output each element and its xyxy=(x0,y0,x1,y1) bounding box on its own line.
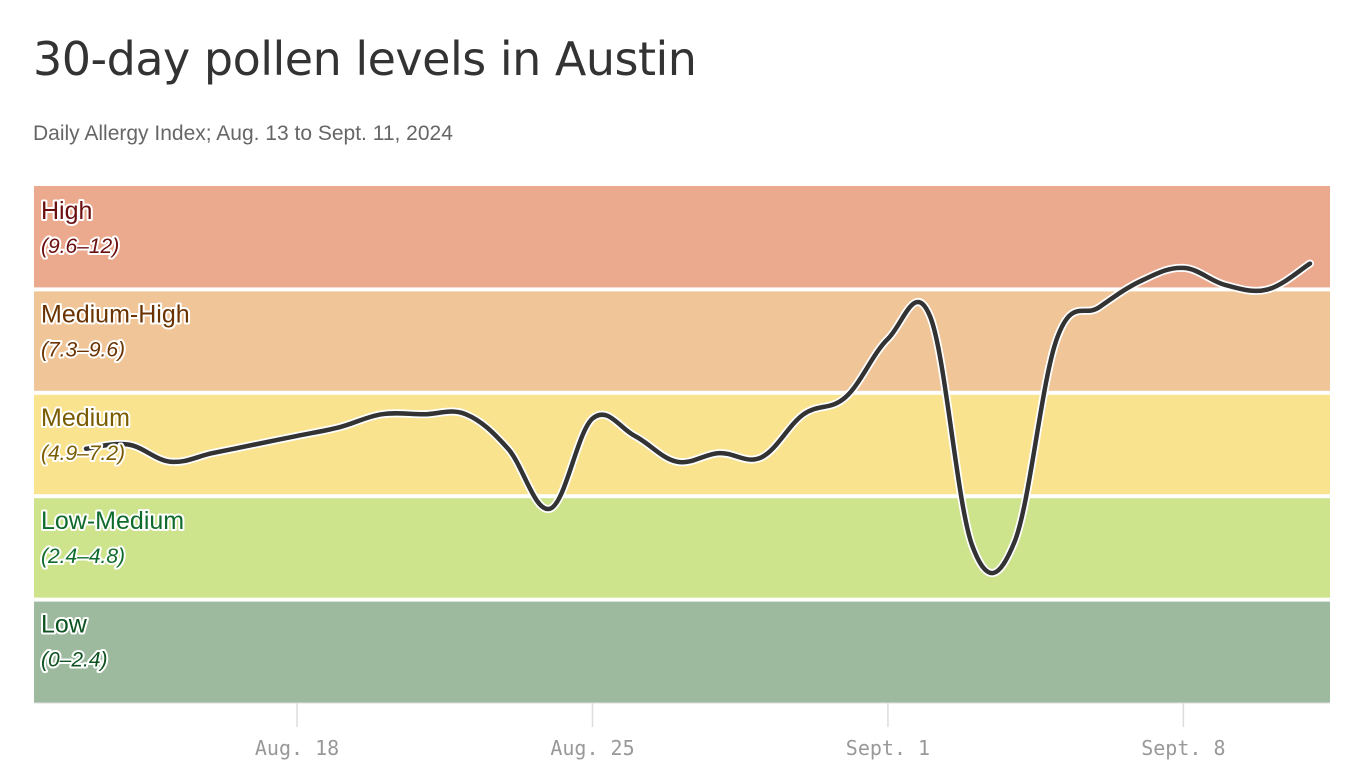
data-point-2024-09-11 xyxy=(1308,261,1312,265)
data-point-2024-08-15 xyxy=(168,460,172,464)
data-point-2024-09-07 xyxy=(1139,279,1143,283)
band-label-medium-high: Medium-High xyxy=(41,300,190,328)
band-range-high: (9.6–12) xyxy=(41,235,119,258)
data-point-2024-09-08 xyxy=(1181,266,1185,270)
data-point-2024-08-28 xyxy=(717,451,721,455)
data-point-2024-08-26 xyxy=(632,434,636,438)
index-bands xyxy=(34,186,1330,703)
data-point-2024-08-27 xyxy=(675,460,679,464)
data-point-2024-09-10 xyxy=(1266,287,1270,291)
band-label-low: Low xyxy=(41,611,88,639)
band-range-low-medium: (2.4–4.8) xyxy=(41,545,125,568)
data-point-2024-08-25 xyxy=(590,416,594,420)
data-point-2024-08-20 xyxy=(379,412,383,416)
data-point-2024-08-18 xyxy=(295,434,299,438)
band-label-medium: Medium xyxy=(41,404,130,432)
band-range-low: (0–2.4) xyxy=(41,649,108,672)
band-range-medium-high: (7.3–9.6) xyxy=(41,338,125,361)
band-low-medium xyxy=(34,498,1330,598)
data-point-2024-09-03 xyxy=(970,544,974,548)
series-line xyxy=(83,261,1313,576)
data-point-2024-08-14 xyxy=(126,442,130,446)
x-tick-label-aug-25: Aug. 25 xyxy=(550,736,634,760)
band-range-medium: (4.9–7.2) xyxy=(41,442,125,465)
band-label-low-medium: Low-Medium xyxy=(41,507,184,535)
chart-subtitle: Daily Allergy Index; Aug. 13 to Sept. 11… xyxy=(33,122,453,145)
data-point-2024-08-30 xyxy=(801,412,805,416)
band-low xyxy=(34,601,1330,703)
x-tick-label-sept-1: Sept. 1 xyxy=(846,736,930,760)
band-label-high: High xyxy=(41,197,92,225)
data-point-2024-09-06 xyxy=(1097,305,1101,309)
x-tick-label-sept-8: Sept. 8 xyxy=(1141,736,1225,760)
data-point-2024-08-19 xyxy=(337,425,341,429)
data-point-2024-08-22 xyxy=(464,412,468,416)
data-point-2024-09-01 xyxy=(886,337,890,341)
band-medium-high xyxy=(34,291,1330,391)
band-high xyxy=(34,186,1330,288)
data-point-2024-09-02 xyxy=(928,314,932,318)
pollen-series xyxy=(82,259,1314,577)
chart-title: 30-day pollen levels in Austin xyxy=(33,32,697,86)
band-labels: High (9.6–12) Medium-High (7.3–9.6) Medium (4… xyxy=(39,195,192,674)
x-axis: Aug. 18 Aug. 25 Sept. 1 Sept. 8 xyxy=(34,702,1330,760)
data-point-2024-08-23 xyxy=(506,447,510,451)
data-point-2024-08-17 xyxy=(253,442,257,446)
data-point-2024-09-04 xyxy=(1012,539,1016,543)
data-point-2024-08-29 xyxy=(759,455,763,459)
data-point-2024-08-24 xyxy=(548,506,552,510)
data-point-2024-08-21 xyxy=(421,412,425,416)
data-point-2024-08-31 xyxy=(844,395,848,399)
data-point-2024-08-16 xyxy=(210,451,214,455)
x-tick-label-aug-18: Aug. 18 xyxy=(255,736,339,760)
band-medium xyxy=(34,394,1330,495)
data-point-2024-09-09 xyxy=(1223,283,1227,287)
data-point-2024-09-05 xyxy=(1055,337,1059,341)
